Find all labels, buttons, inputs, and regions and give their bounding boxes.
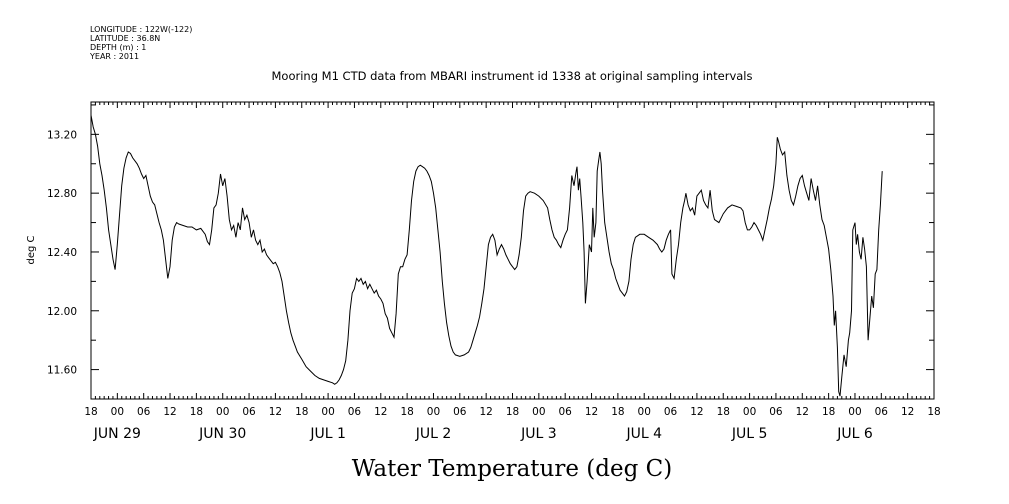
x-hour-label: 06 (769, 406, 783, 418)
x-hour-label: 12 (585, 406, 598, 418)
x-day-label: JUL 4 (625, 426, 662, 442)
x-hour-label: 18 (84, 406, 97, 418)
x-hour-label: 12 (269, 406, 282, 418)
x-hour-label: 06 (875, 406, 889, 418)
x-hour-label: 18 (506, 406, 519, 418)
x-hour-label: 18 (190, 406, 203, 418)
x-hour-label: 00 (743, 406, 756, 418)
x-day-label: JUL 3 (520, 426, 557, 442)
x-hour-label: 12 (163, 406, 176, 418)
x-hour-label: 12 (374, 406, 387, 418)
x-hour-label: 18 (927, 406, 940, 418)
x-hour-labels: 18 00 06 12 18 00 06 12 18 00 06 12 18 00 06 12 18 00 06 12… (84, 406, 940, 418)
x-hour-label: 00 (848, 406, 861, 418)
depth-text: DEPTH (m) : 1 (90, 43, 146, 52)
x-hour-label: 06 (664, 406, 678, 418)
x-hour-label: 00 (216, 406, 229, 418)
series-line (90, 115, 883, 397)
x-hour-label: 06 (559, 406, 573, 418)
axis-ticks (90, 102, 935, 400)
y-tick-label: 13.20 (47, 129, 77, 141)
y-tick-labels: 11.60 12.00 12.40 12.80 13.20 (47, 129, 77, 376)
year-text: YEAR : 2011 (89, 52, 139, 61)
x-hour-label: 00 (427, 406, 440, 418)
y-tick-label: 12.00 (47, 306, 77, 318)
x-day-label: JUL 5 (731, 426, 768, 442)
x-hour-label: 18 (822, 406, 835, 418)
plot-frame (90, 101, 935, 400)
x-day-labels: JUN 29 JUN 30 JUL 1 JUL 2 JUL 3 JUL 4 JUL 5 JUL… (93, 426, 873, 442)
x-hour-label: 00 (532, 406, 545, 418)
x-hour-label: 12 (901, 406, 914, 418)
x-hour-label: 06 (348, 406, 362, 418)
x-day-label: JUL 2 (415, 426, 452, 442)
x-axis-label: Water Temperature (deg C) (352, 456, 672, 482)
y-axis-label: deg C (26, 235, 37, 264)
x-day-label: JUN 30 (198, 426, 246, 442)
longitude-text: LONGITUDE : 122W(-122) (90, 25, 192, 34)
x-day-label: JUN 29 (93, 426, 141, 442)
x-hour-label: 18 (611, 406, 624, 418)
x-hour-label: 18 (295, 406, 308, 418)
y-tick-label: 12.80 (47, 188, 77, 200)
latitude-text: LATITUDE : 36.8N (90, 34, 160, 43)
x-hour-label: 06 (453, 406, 467, 418)
x-hour-label: 18 (400, 406, 413, 418)
y-tick-label: 11.60 (47, 365, 77, 377)
metadata-block: LONGITUDE : 122W(-122) LATITUDE : 36.8N … (89, 25, 192, 61)
x-hour-label: 12 (479, 406, 492, 418)
x-hour-label: 12 (796, 406, 809, 418)
x-hour-label: 00 (321, 406, 334, 418)
x-hour-label: 00 (111, 406, 124, 418)
x-hour-label: 18 (717, 406, 730, 418)
chart-title: Mooring M1 CTD data from MBARI instrumen… (272, 69, 753, 83)
x-hour-label: 06 (137, 406, 151, 418)
x-hour-label: 12 (690, 406, 703, 418)
y-tick-label: 12.40 (47, 247, 77, 259)
x-day-label: JUL 6 (836, 426, 873, 442)
x-day-label: JUL 1 (309, 426, 346, 442)
x-hour-label: 00 (638, 406, 651, 418)
x-hour-label: 06 (242, 406, 256, 418)
